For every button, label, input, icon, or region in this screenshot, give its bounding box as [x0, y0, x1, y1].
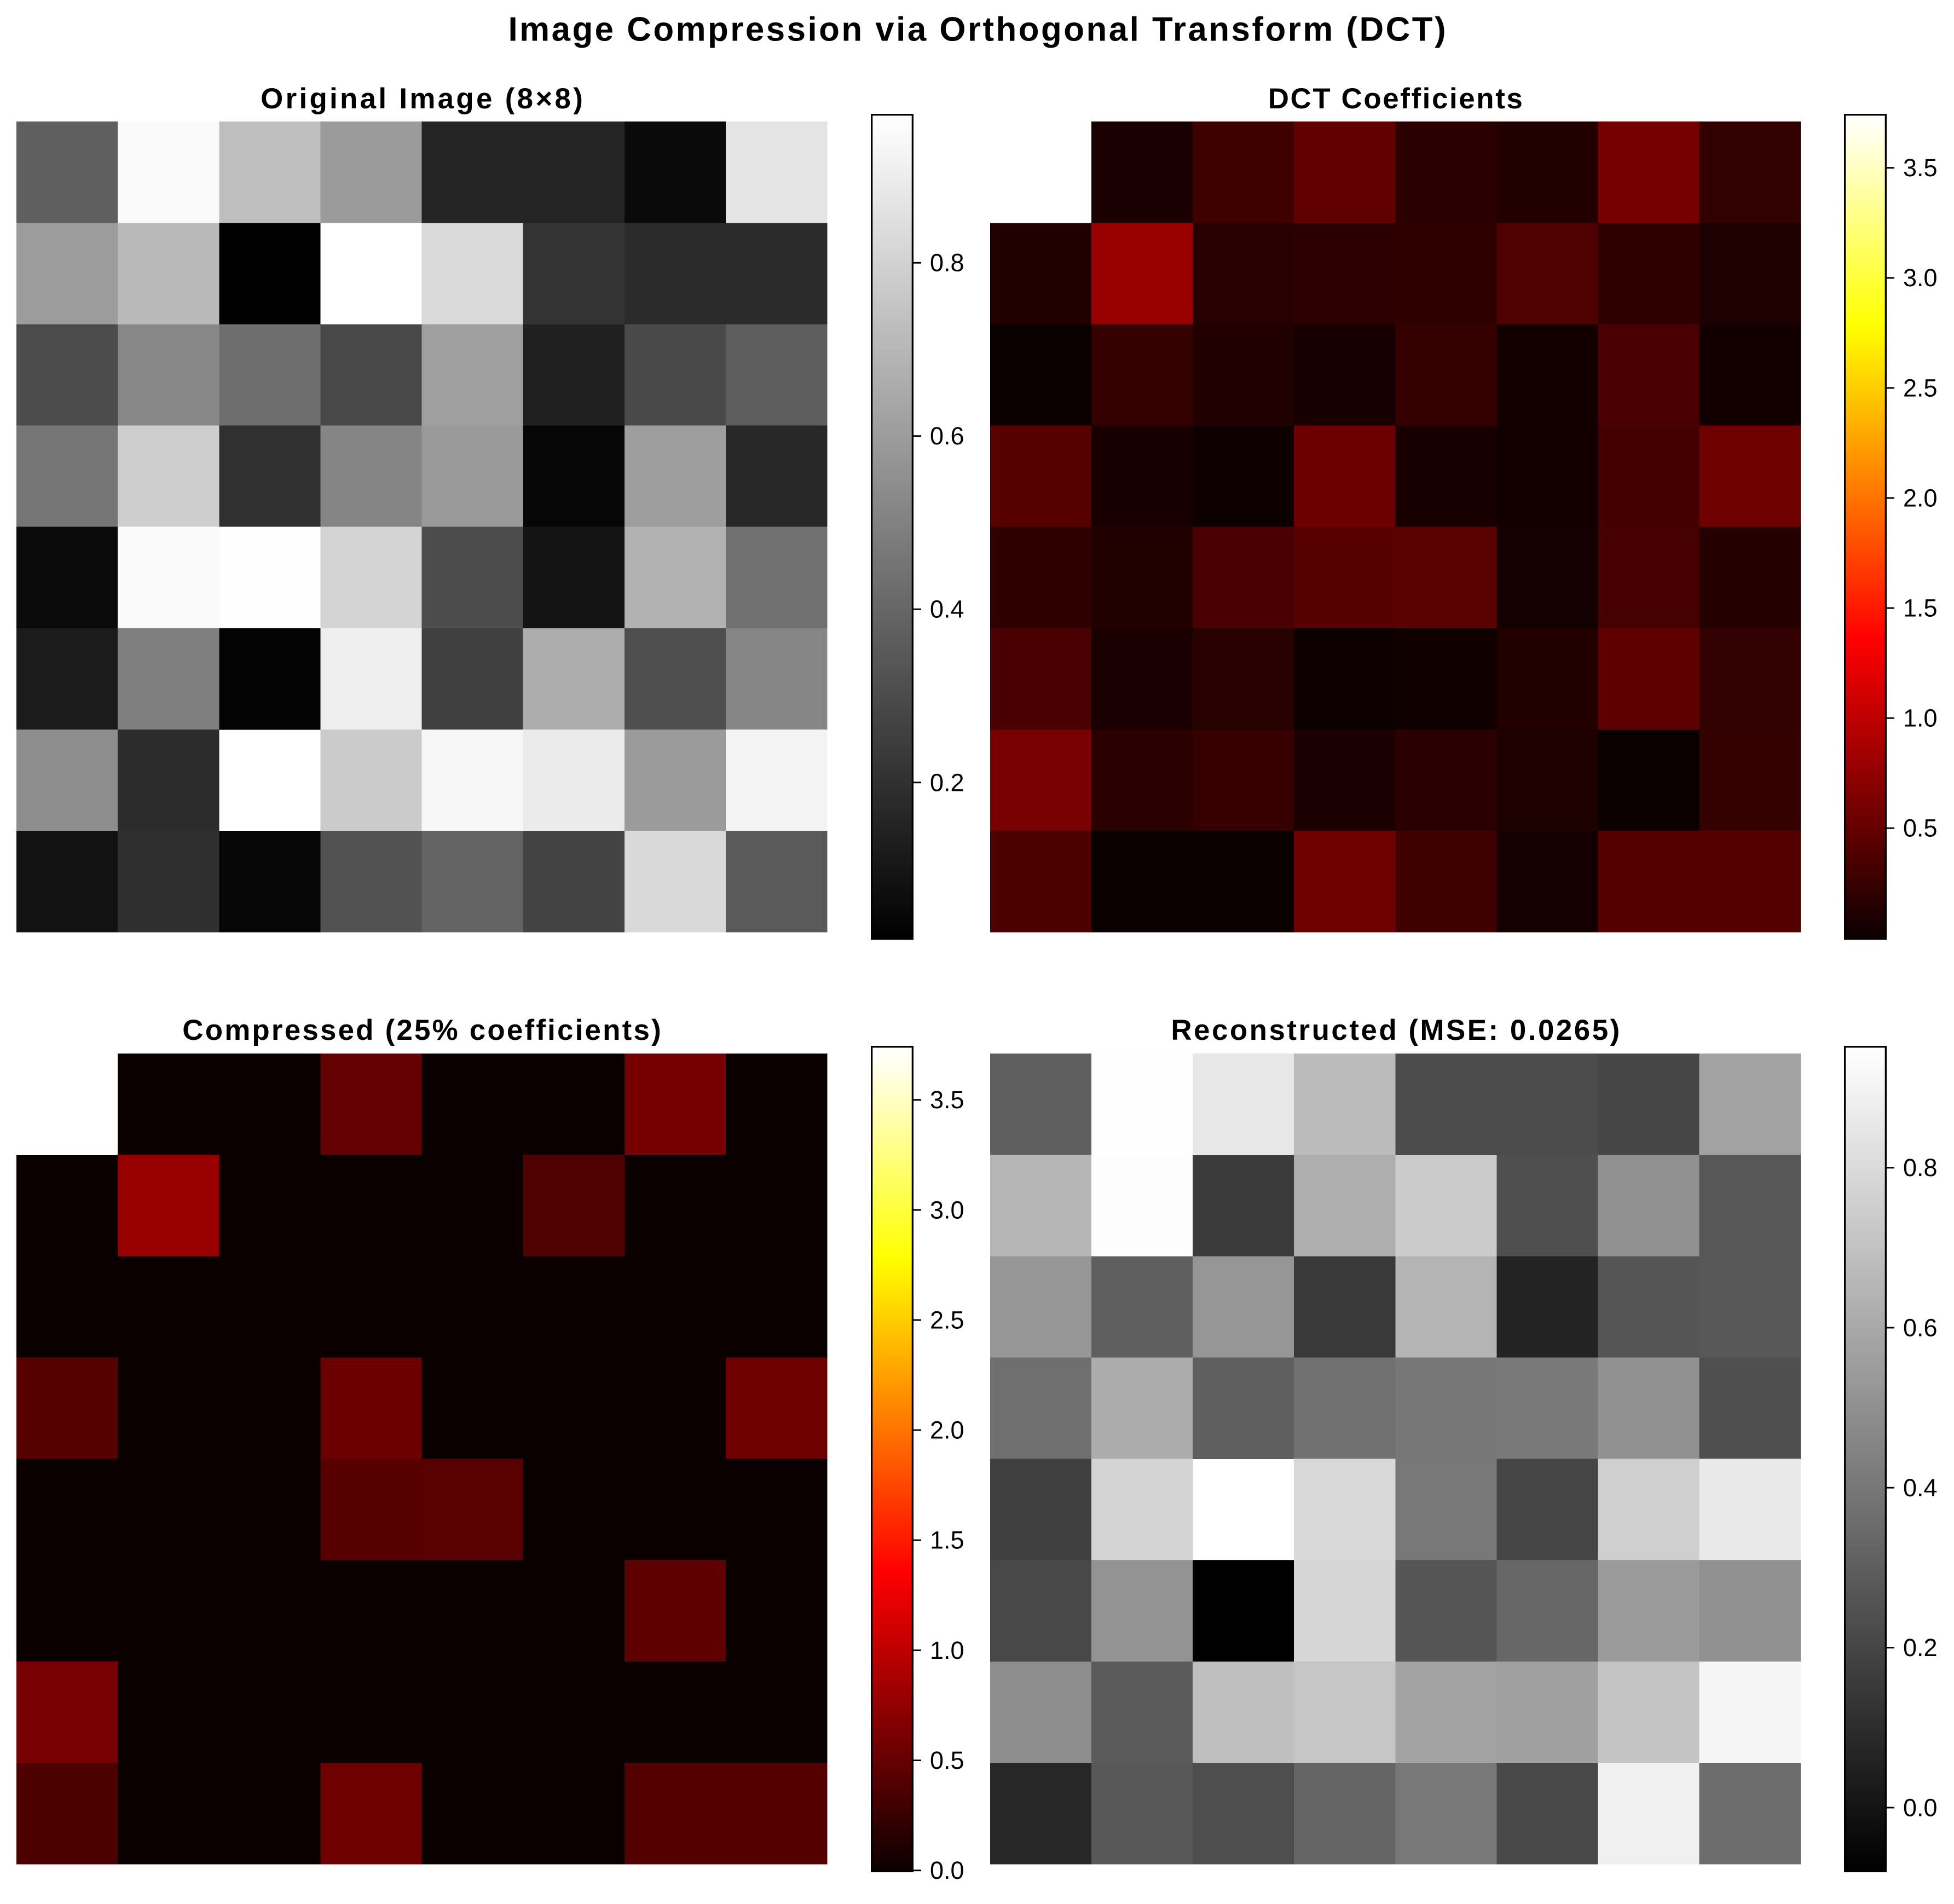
svg-text:0.6: 0.6: [1903, 1313, 1938, 1341]
svg-text:0.6: 0.6: [930, 422, 964, 450]
svg-text:1.0: 1.0: [930, 1636, 964, 1664]
svg-text:0.5: 0.5: [930, 1746, 964, 1774]
svg-text:2.5: 2.5: [1903, 374, 1938, 402]
svg-text:Original Image (8×8): Original Image (8×8): [261, 83, 585, 115]
svg-text:0.0: 0.0: [1903, 1793, 1938, 1821]
svg-text:3.5: 3.5: [930, 1086, 964, 1114]
svg-text:0.0: 0.0: [930, 1856, 964, 1884]
svg-text:3.5: 3.5: [1903, 154, 1938, 182]
svg-text:Reconstructed (MSE: 0.0265): Reconstructed (MSE: 0.0265): [1171, 1014, 1621, 1046]
svg-text:0.4: 0.4: [930, 595, 964, 623]
svg-text:Image Compression via Orthogon: Image Compression via Orthogonal Transfo…: [508, 11, 1448, 49]
svg-text:2.0: 2.0: [1903, 484, 1938, 512]
svg-text:0.8: 0.8: [930, 249, 964, 277]
svg-text:2.0: 2.0: [930, 1416, 964, 1444]
svg-text:0.4: 0.4: [1903, 1474, 1938, 1502]
svg-text:0.8: 0.8: [1903, 1154, 1938, 1182]
svg-text:0.5: 0.5: [1903, 814, 1938, 842]
svg-text:DCT Coefficients: DCT Coefficients: [1268, 83, 1524, 115]
svg-text:3.0: 3.0: [930, 1196, 964, 1224]
svg-text:2.5: 2.5: [930, 1306, 964, 1334]
svg-text:0.2: 0.2: [1903, 1634, 1938, 1662]
svg-text:1.0: 1.0: [1903, 704, 1938, 732]
svg-text:3.0: 3.0: [1903, 264, 1938, 292]
svg-text:Compressed (25% coefficients): Compressed (25% coefficients): [182, 1014, 663, 1046]
svg-text:1.5: 1.5: [1903, 594, 1938, 622]
svg-text:1.5: 1.5: [930, 1526, 964, 1554]
svg-text:0.2: 0.2: [930, 768, 964, 796]
